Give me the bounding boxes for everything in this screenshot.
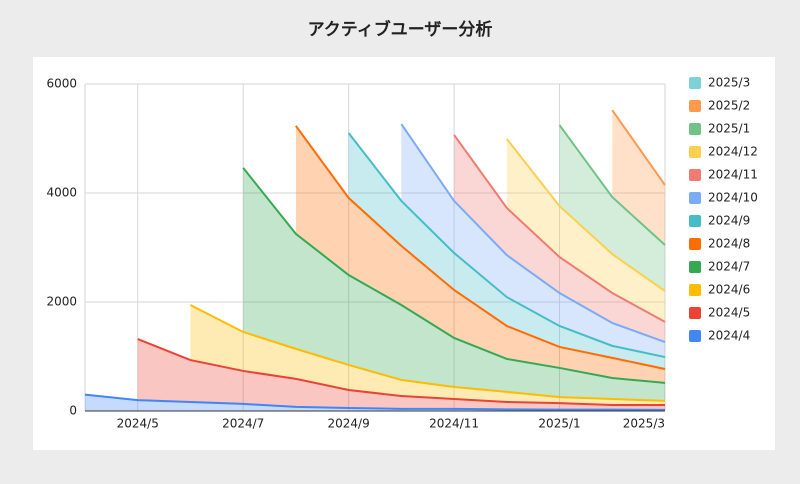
- legend-label: 2024/6: [708, 283, 750, 297]
- legend-label: 2024/8: [708, 237, 750, 251]
- area-line: [506, 138, 666, 292]
- legend-swatch: [689, 307, 701, 319]
- legend-swatch: [689, 261, 701, 273]
- y-tick-label: 0: [69, 404, 77, 418]
- legend-label: 2024/9: [708, 214, 750, 228]
- area-fill: [612, 110, 665, 246]
- legend-label: 2024/7: [708, 260, 750, 274]
- x-tick-label: 2025/3: [623, 417, 665, 431]
- legend-label: 2024/12: [708, 145, 758, 159]
- legend-label: 2024/4: [708, 329, 750, 343]
- area-line: [611, 109, 666, 186]
- y-tick-label: 2000: [46, 295, 77, 309]
- legend-label: 2024/11: [708, 168, 758, 182]
- area-line: [242, 167, 666, 384]
- area-fill: [190, 304, 666, 406]
- area-line: [189, 304, 666, 402]
- legend-swatch: [689, 169, 701, 181]
- x-tick-label: 2024/7: [222, 417, 264, 431]
- area-line: [558, 124, 666, 246]
- legend-swatch: [689, 330, 701, 342]
- x-tick-label: 2025/1: [538, 417, 580, 431]
- legend-swatch: [689, 146, 701, 158]
- legend-label: 2024/5: [708, 306, 750, 320]
- legend-label: 2024/10: [708, 191, 758, 205]
- area-fill: [348, 133, 665, 370]
- area-line: [84, 393, 666, 411]
- legend-swatch: [689, 123, 701, 135]
- area-fill: [559, 125, 665, 292]
- x-tick-label: 2024/9: [328, 417, 370, 431]
- area-line: [295, 125, 666, 371]
- area-line: [137, 338, 665, 407]
- legend-swatch: [689, 284, 701, 296]
- legend-label: 2025/2: [708, 99, 750, 113]
- legend-label: 2025/1: [708, 122, 750, 136]
- area-line: [400, 123, 666, 343]
- area-fill: [295, 125, 665, 383]
- area-fill: [243, 167, 665, 401]
- area-line: [453, 134, 666, 323]
- area-fill: [85, 394, 665, 411]
- legend-swatch: [689, 77, 701, 89]
- area-fill: [454, 134, 665, 343]
- y-tick-label: 6000: [46, 77, 77, 91]
- area-line: [347, 132, 666, 359]
- legend-swatch: [689, 100, 701, 112]
- chart-title: アクティブユーザー分析: [308, 19, 493, 40]
- x-tick-label: 2024/5: [117, 417, 159, 431]
- legend-swatch: [689, 238, 701, 250]
- area-fill: [137, 339, 665, 410]
- legend-swatch: [689, 215, 701, 227]
- legend-swatch: [689, 192, 701, 204]
- legend-label: 2025/3: [708, 76, 750, 90]
- y-tick-label: 4000: [46, 186, 77, 200]
- chart-panel: [33, 57, 775, 450]
- x-tick-label: 2024/11: [429, 417, 479, 431]
